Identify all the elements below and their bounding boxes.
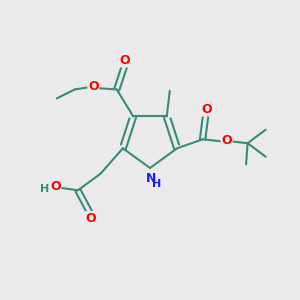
Text: O: O [201, 103, 211, 116]
Text: O: O [221, 134, 232, 147]
Text: O: O [88, 80, 99, 93]
Text: O: O [85, 212, 96, 225]
Text: O: O [50, 180, 61, 193]
Text: N: N [146, 172, 156, 185]
Text: O: O [119, 54, 130, 67]
Text: H: H [152, 178, 161, 189]
Text: H: H [40, 184, 50, 194]
